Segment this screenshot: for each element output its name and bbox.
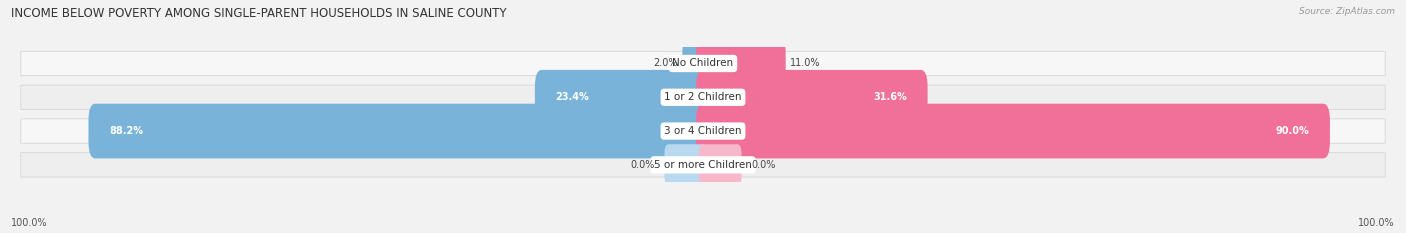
FancyBboxPatch shape bbox=[665, 144, 707, 185]
Legend: Single Father, Single Mother: Single Father, Single Mother bbox=[605, 231, 801, 233]
Text: 0.0%: 0.0% bbox=[751, 160, 776, 170]
Text: 2.0%: 2.0% bbox=[654, 58, 678, 69]
Text: 3 or 4 Children: 3 or 4 Children bbox=[664, 126, 742, 136]
FancyBboxPatch shape bbox=[21, 153, 1385, 177]
FancyBboxPatch shape bbox=[699, 144, 741, 185]
FancyBboxPatch shape bbox=[696, 36, 786, 91]
FancyBboxPatch shape bbox=[696, 104, 1330, 158]
FancyBboxPatch shape bbox=[696, 70, 928, 125]
Text: 90.0%: 90.0% bbox=[1275, 126, 1309, 136]
Text: 31.6%: 31.6% bbox=[873, 92, 907, 102]
Text: INCOME BELOW POVERTY AMONG SINGLE-PARENT HOUSEHOLDS IN SALINE COUNTY: INCOME BELOW POVERTY AMONG SINGLE-PARENT… bbox=[11, 7, 508, 20]
FancyBboxPatch shape bbox=[21, 119, 1385, 143]
FancyBboxPatch shape bbox=[21, 51, 1385, 76]
FancyBboxPatch shape bbox=[534, 70, 710, 125]
Text: 100.0%: 100.0% bbox=[11, 218, 48, 228]
Text: 0.0%: 0.0% bbox=[630, 160, 655, 170]
Text: Source: ZipAtlas.com: Source: ZipAtlas.com bbox=[1299, 7, 1395, 16]
FancyBboxPatch shape bbox=[89, 104, 710, 158]
Text: 11.0%: 11.0% bbox=[790, 58, 820, 69]
Text: 88.2%: 88.2% bbox=[110, 126, 143, 136]
FancyBboxPatch shape bbox=[21, 85, 1385, 110]
Text: 23.4%: 23.4% bbox=[555, 92, 589, 102]
Text: 100.0%: 100.0% bbox=[1358, 218, 1395, 228]
Text: No Children: No Children bbox=[672, 58, 734, 69]
Text: 1 or 2 Children: 1 or 2 Children bbox=[664, 92, 742, 102]
Text: 5 or more Children: 5 or more Children bbox=[654, 160, 752, 170]
FancyBboxPatch shape bbox=[682, 36, 710, 91]
